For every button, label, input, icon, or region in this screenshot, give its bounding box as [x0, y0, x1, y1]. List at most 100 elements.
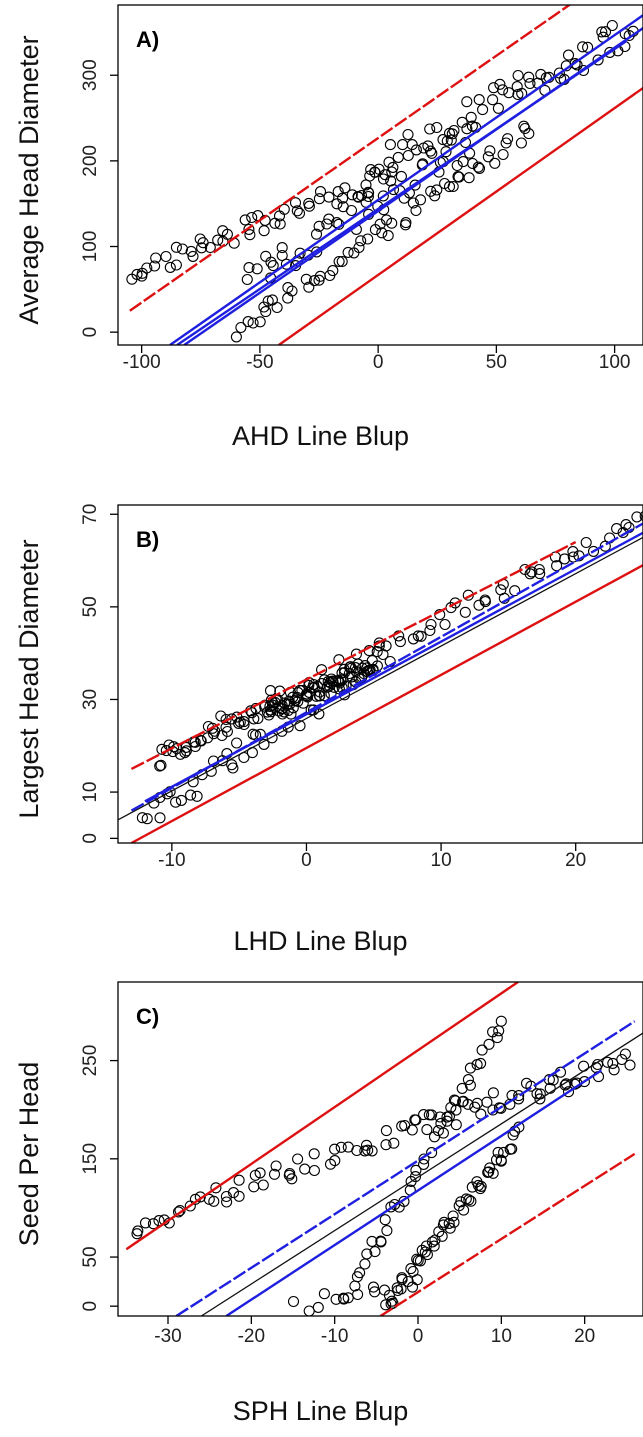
data-point	[239, 214, 251, 226]
data-point	[381, 1225, 393, 1237]
data-point	[362, 190, 374, 203]
data-point	[230, 331, 242, 343]
panel-label: B)	[136, 527, 159, 552]
data-point	[335, 1141, 347, 1153]
data-point	[314, 186, 327, 198]
data-point	[204, 241, 216, 254]
data-point	[465, 1195, 477, 1207]
data-point	[308, 1148, 320, 1160]
data-point	[220, 1190, 232, 1203]
data-point	[221, 228, 233, 240]
data-point	[141, 813, 153, 825]
data-point	[562, 49, 575, 61]
data-point	[202, 732, 214, 744]
data-point	[599, 26, 612, 38]
data-point	[246, 707, 258, 719]
data-point	[264, 685, 277, 697]
data-point	[208, 1195, 220, 1207]
data-point	[544, 1082, 556, 1094]
data-point	[494, 78, 506, 90]
data-point	[378, 1284, 391, 1296]
data-point	[333, 255, 345, 268]
data-point	[300, 273, 312, 285]
x-tick-label: 10	[431, 850, 452, 871]
data-point	[170, 259, 182, 271]
y-tick-label: 0	[80, 327, 101, 338]
plot-frame	[117, 981, 643, 1317]
data-point	[351, 1144, 363, 1157]
data-point	[497, 148, 509, 161]
data-point	[409, 1171, 422, 1183]
x-axis-title: AHD Line Blup	[232, 421, 409, 451]
data-point	[164, 261, 176, 273]
data-point	[560, 1078, 572, 1090]
data-point	[488, 82, 500, 94]
data-point	[476, 1044, 488, 1056]
data-point	[473, 94, 485, 106]
data-point	[327, 265, 339, 277]
data-point	[247, 317, 259, 329]
data-point	[578, 1076, 590, 1088]
x-tick-label: 0	[373, 352, 384, 373]
data-point	[441, 1111, 453, 1123]
data-point	[282, 282, 294, 294]
y-tick-label: 100	[80, 231, 101, 263]
data-point	[187, 250, 199, 262]
data-point	[220, 713, 232, 726]
data-point	[179, 747, 191, 759]
data-point	[397, 139, 409, 151]
data-point	[380, 1139, 392, 1151]
data-point	[254, 316, 266, 328]
data-point	[380, 1299, 392, 1311]
prediction-bound-line	[278, 87, 643, 345]
y-axis-title: Largest Head Diameter	[14, 539, 44, 818]
data-point	[497, 84, 509, 96]
data-point	[449, 597, 461, 609]
data-point	[429, 190, 441, 202]
data-point	[212, 234, 224, 246]
x-tick-label: 10	[491, 1326, 512, 1347]
data-point	[241, 273, 253, 286]
data-point	[387, 161, 399, 173]
data-point	[439, 618, 451, 631]
data-point	[451, 159, 463, 172]
data-point	[210, 1182, 222, 1194]
data-point	[524, 77, 536, 90]
prediction-bound-line	[379, 1152, 636, 1316]
data-point	[336, 255, 348, 268]
data-point	[577, 64, 590, 77]
y-tick-label: 10	[80, 781, 101, 802]
data-point	[384, 139, 396, 151]
panel-3: -30 -20 -10 0 10 20 0 50 150 250 C) SPH Line Blup Se…	[14, 981, 643, 1426]
data-point	[477, 104, 489, 116]
data-point	[387, 1297, 399, 1309]
data-point	[484, 1162, 496, 1174]
data-point	[352, 1288, 364, 1301]
data-point	[258, 301, 270, 313]
data-point	[242, 316, 254, 328]
data-point	[289, 197, 302, 209]
data-point	[382, 230, 394, 242]
data-point	[450, 1119, 462, 1131]
confidence-line	[225, 1069, 602, 1316]
data-point	[251, 263, 263, 275]
data-point	[355, 235, 367, 247]
data-point	[254, 1167, 266, 1179]
data-point	[487, 1167, 499, 1179]
points-group	[131, 1015, 636, 1316]
data-point	[462, 1098, 474, 1110]
panel-1: -100 -50 0 50 100 0 100 200 300 A) AHD Line Blup Av…	[14, 4, 643, 451]
data-point	[303, 1305, 315, 1316]
data-point	[509, 585, 521, 597]
data-point	[160, 250, 172, 263]
data-point	[265, 256, 277, 268]
data-point	[342, 246, 354, 258]
data-point	[263, 709, 275, 721]
lines-group	[125, 982, 643, 1316]
y-tick-label: 50	[80, 1246, 101, 1267]
data-point	[396, 1120, 408, 1132]
data-point	[410, 1164, 422, 1176]
data-point	[379, 1214, 391, 1226]
data-point	[464, 1062, 476, 1074]
data-point	[311, 246, 323, 258]
